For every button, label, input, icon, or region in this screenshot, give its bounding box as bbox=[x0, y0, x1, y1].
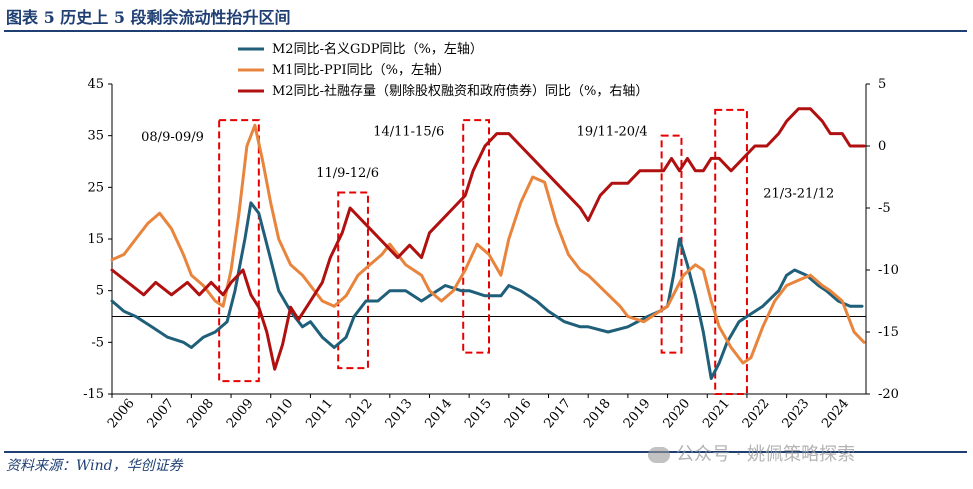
source-note: 资料来源：Wind，华创证券 bbox=[6, 458, 183, 474]
left-tick-label: 25 bbox=[87, 180, 104, 195]
x-tick-label: 2014 bbox=[422, 396, 455, 431]
x-tick-label: 2008 bbox=[184, 396, 217, 431]
period-label: 11/9-12/6 bbox=[316, 166, 379, 181]
left-tick-label: 45 bbox=[87, 77, 104, 92]
right-tick-label: -20 bbox=[878, 387, 899, 402]
right-tick-label: -10 bbox=[878, 263, 899, 278]
period-label: 14/11-15/6 bbox=[373, 125, 444, 140]
series-line-m2_gdp bbox=[110, 201, 864, 380]
left-tick-label: -15 bbox=[83, 387, 104, 402]
title-divider bbox=[4, 30, 967, 32]
x-tick-label: 2024 bbox=[819, 396, 852, 431]
series-line-m1_ppi bbox=[110, 123, 866, 365]
left-tick-label: 15 bbox=[87, 232, 104, 247]
x-tick-label: 2013 bbox=[383, 396, 416, 431]
x-tick-label: 2015 bbox=[462, 396, 495, 431]
legend-label-m2_gdp: M2同比-名义GDP同比（%，左轴） bbox=[272, 41, 483, 57]
period-label: 08/9-09/9 bbox=[141, 130, 204, 145]
right-tick-label: -15 bbox=[878, 325, 899, 340]
x-tick-label: 2010 bbox=[264, 396, 297, 431]
left-tick-label: -5 bbox=[91, 335, 104, 350]
x-tick-label: 2019 bbox=[621, 396, 654, 431]
x-tick-label: 2022 bbox=[740, 396, 773, 431]
period-box bbox=[218, 119, 260, 383]
right-tick-label: -5 bbox=[878, 201, 891, 216]
x-tick-label: 2012 bbox=[343, 396, 376, 431]
x-tick-label: 2006 bbox=[105, 396, 138, 431]
right-tick-label: 0 bbox=[878, 139, 886, 154]
chart-title: 图表 5 历史上 5 段剩余流动性抬升区间 bbox=[6, 8, 291, 27]
x-tick-label: 2016 bbox=[502, 396, 535, 431]
period-box bbox=[462, 119, 490, 354]
wechat-icon bbox=[648, 447, 670, 463]
x-tick-label: 2007 bbox=[145, 396, 178, 431]
watermark-text: 公众号 · 姚佩策略探索 bbox=[676, 444, 856, 465]
footer-divider bbox=[4, 451, 967, 453]
x-tick-label: 2023 bbox=[780, 396, 813, 431]
x-tick-label: 2021 bbox=[700, 396, 733, 431]
watermark: 公众号 · 姚佩策略探索 bbox=[648, 440, 855, 466]
left-tick-label: 35 bbox=[87, 129, 104, 144]
legend-label-m1_ppi: M1同比-PPI同比（%，左轴） bbox=[272, 63, 450, 78]
x-tick-label: 2020 bbox=[661, 396, 694, 431]
x-tick-label: 2009 bbox=[224, 396, 257, 431]
right-tick-label: 5 bbox=[878, 77, 886, 92]
period-box bbox=[337, 191, 369, 370]
legend-label-m2_social: M2同比-社融存量（剔除股权融资和政府债券）同比（%，右轴） bbox=[272, 83, 648, 99]
x-tick-label: 2011 bbox=[303, 396, 336, 431]
period-label: 21/3-21/12 bbox=[763, 187, 834, 202]
series-line-m2_social bbox=[110, 107, 866, 371]
left-tick-label: 5 bbox=[96, 284, 104, 299]
period-box bbox=[714, 108, 748, 395]
period-label: 19/11-20/4 bbox=[577, 125, 648, 140]
x-tick-label: 2017 bbox=[541, 396, 574, 431]
x-tick-label: 2018 bbox=[581, 396, 614, 431]
period-box bbox=[660, 134, 683, 354]
